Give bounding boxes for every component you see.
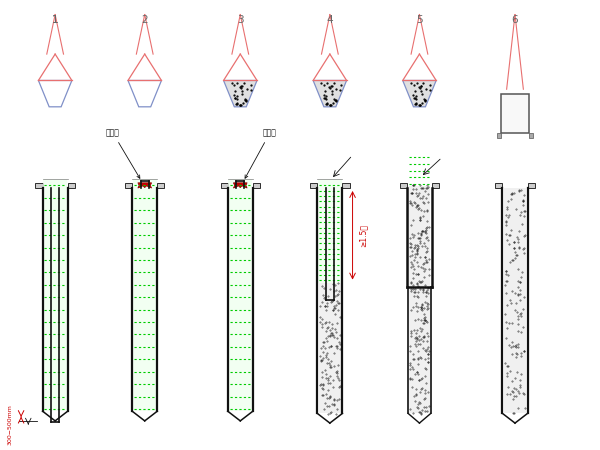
Bar (529, 133, 533, 138)
Text: 封口板: 封口板 (245, 128, 277, 178)
Bar (310, 183, 317, 188)
Polygon shape (233, 183, 247, 188)
Bar (68, 183, 75, 188)
Text: 300−500mm: 300−500mm (8, 405, 13, 445)
Text: 1: 1 (52, 14, 58, 25)
Polygon shape (409, 287, 430, 414)
Polygon shape (318, 179, 342, 283)
Bar (400, 183, 407, 188)
Bar (221, 183, 228, 188)
Polygon shape (319, 283, 341, 414)
Polygon shape (138, 183, 152, 188)
Bar (432, 183, 439, 188)
Polygon shape (403, 81, 436, 107)
Text: 1: 1 (52, 14, 58, 25)
Text: 2: 2 (142, 14, 148, 25)
Bar (157, 183, 164, 188)
Polygon shape (224, 81, 257, 107)
Bar (35, 183, 43, 188)
Bar (500, 94, 529, 133)
Text: 封口板: 封口板 (106, 128, 140, 178)
Text: ≥1.5米: ≥1.5米 (359, 224, 368, 247)
Bar (527, 183, 535, 188)
Text: 6: 6 (512, 14, 518, 25)
Bar (495, 183, 502, 188)
Polygon shape (409, 186, 430, 288)
Bar (343, 183, 350, 188)
Text: 4: 4 (326, 14, 333, 25)
Bar (253, 183, 260, 188)
Text: 3: 3 (237, 14, 244, 25)
Bar (497, 133, 500, 138)
Polygon shape (133, 179, 157, 411)
Polygon shape (313, 81, 347, 107)
Polygon shape (503, 188, 526, 414)
Text: 5: 5 (416, 14, 423, 25)
Polygon shape (43, 179, 67, 411)
Bar (125, 183, 132, 188)
Polygon shape (229, 179, 252, 411)
